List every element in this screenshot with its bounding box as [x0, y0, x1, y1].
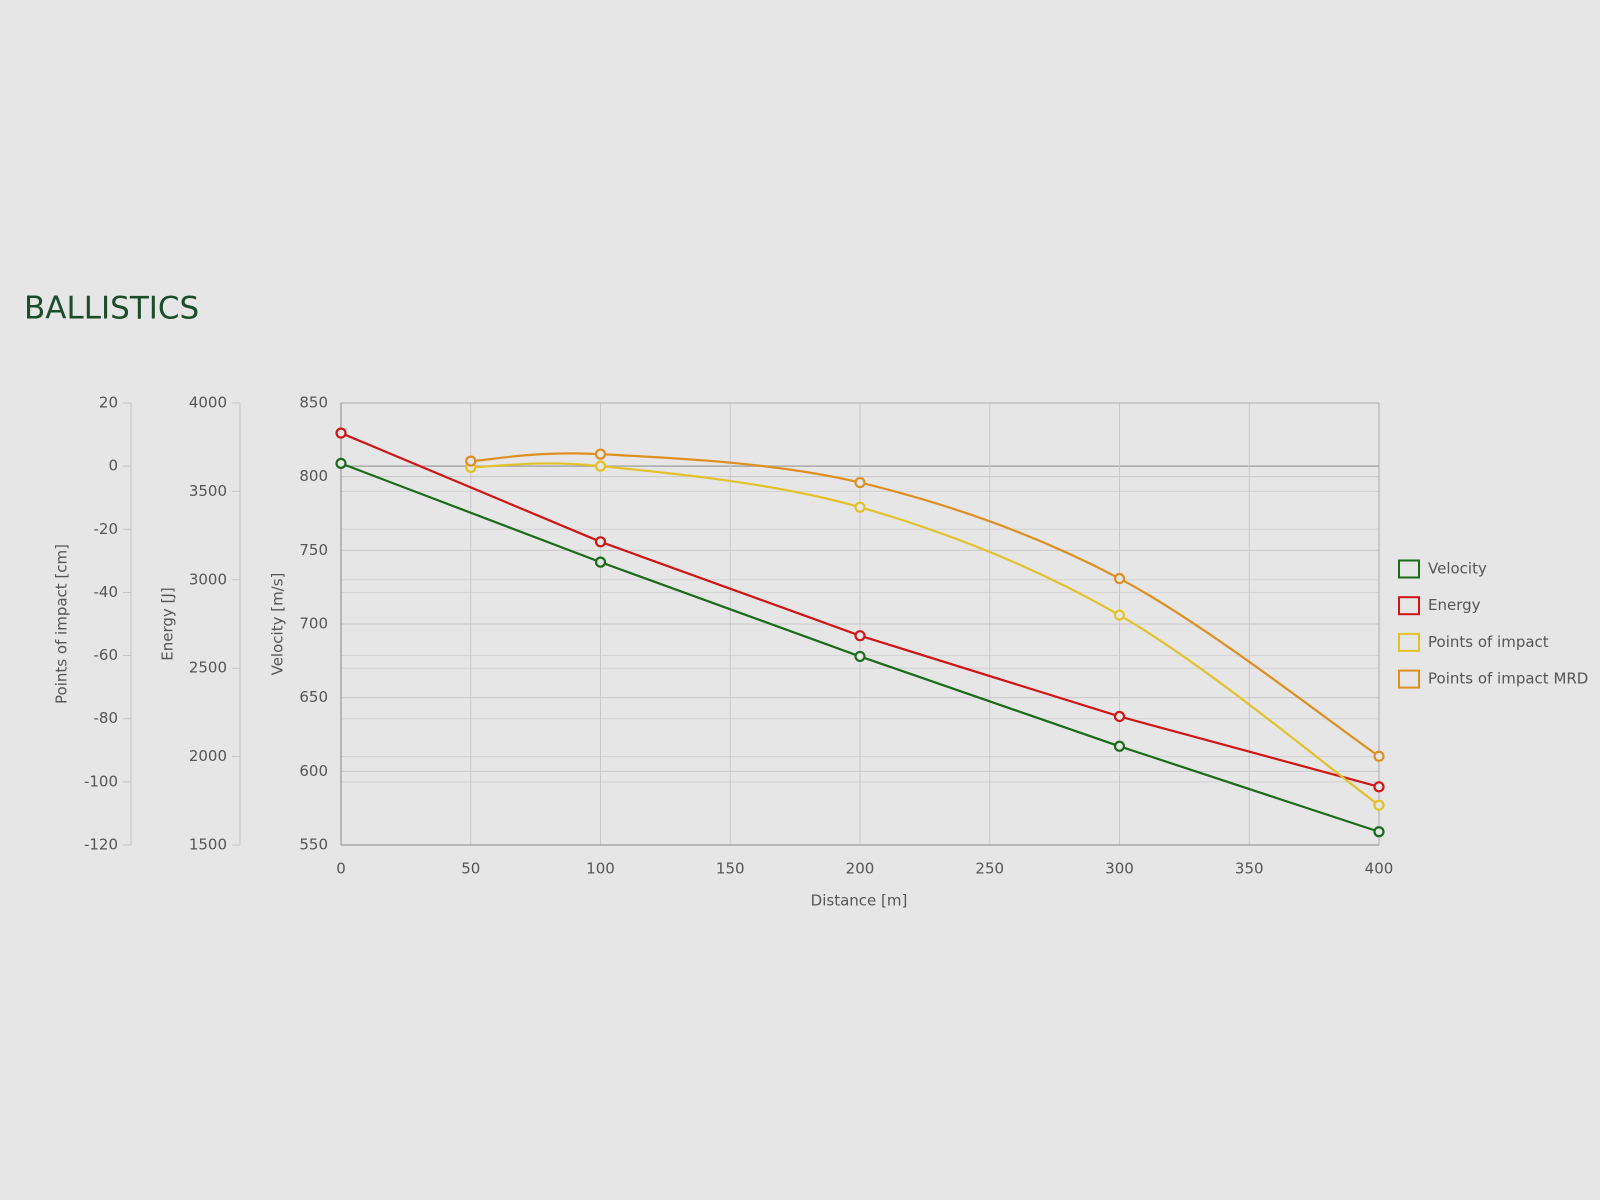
x-tick-label: 0	[336, 860, 346, 878]
data-point	[854, 476, 866, 489]
chart-title: BALLISTICS	[24, 291, 199, 327]
y-tick-label: 550	[299, 836, 328, 854]
y2-axis-title: Energy [J]	[159, 587, 177, 660]
y2-tick-label: 4000	[189, 394, 227, 412]
data-point	[335, 427, 347, 439]
data-point	[1373, 750, 1385, 762]
legend-label: Points of impact	[1428, 633, 1549, 651]
y2-tick-label: 3500	[189, 482, 227, 500]
y3-tick-label: 0	[108, 457, 118, 475]
x-tick-label: 350	[1235, 860, 1264, 878]
x-axis-title: Distance [m]	[811, 892, 908, 910]
data-point	[594, 448, 607, 460]
y3-tick-label: -40	[94, 583, 119, 601]
data-point	[594, 556, 607, 568]
y-tick-label: 700	[299, 615, 328, 633]
data-point	[1113, 710, 1126, 723]
legend-label: Energy	[1428, 596, 1481, 614]
legend-swatch	[1398, 559, 1420, 579]
x-tick-label: 150	[716, 860, 745, 878]
x-tick-label: 50	[461, 860, 480, 878]
legend-label: Velocity	[1428, 560, 1487, 578]
y-tick-label: 750	[299, 541, 328, 559]
y3-tick-label: -120	[84, 836, 118, 854]
x-tick-label: 250	[975, 860, 1004, 878]
data-point	[854, 650, 866, 663]
y2-tick-label: 2500	[189, 659, 227, 677]
data-point	[1113, 740, 1126, 752]
data-point	[854, 630, 866, 642]
data-point	[854, 501, 866, 513]
data-point	[335, 457, 347, 470]
y-axis-title: Velocity [m/s]	[269, 573, 287, 676]
data-point	[594, 536, 607, 548]
legend-swatch	[1398, 632, 1420, 652]
data-point	[1373, 799, 1385, 811]
data-point	[594, 460, 607, 472]
y-tick-label: 850	[299, 394, 328, 412]
x-tick-label: 300	[1105, 860, 1134, 878]
x-tick-label: 200	[846, 860, 875, 878]
y3-tick-label: 20	[99, 394, 118, 412]
y3-tick-label: -80	[94, 709, 119, 727]
data-point	[1113, 572, 1126, 585]
legend-label: Points of impact MRD	[1428, 670, 1588, 688]
series-line	[470, 462, 1380, 807]
series-line	[470, 452, 1380, 758]
legend-swatch	[1398, 669, 1420, 689]
legend-swatch	[1398, 596, 1420, 616]
x-tick-label: 100	[586, 860, 615, 878]
y-tick-label: 800	[299, 467, 328, 485]
x-tick-label: 400	[1365, 860, 1394, 878]
data-point	[1373, 826, 1385, 838]
y3-tick-label: -20	[94, 520, 119, 538]
data-point	[1113, 609, 1126, 621]
y2-tick-label: 3000	[189, 570, 227, 588]
y3-tick-label: -100	[84, 772, 118, 790]
data-point	[1373, 781, 1385, 793]
y2-tick-label: 1500	[189, 836, 227, 854]
data-point	[465, 455, 477, 467]
y-tick-label: 600	[299, 762, 328, 780]
y3-axis-title: Points of impact [cm]	[53, 544, 71, 704]
y2-tick-label: 2000	[189, 747, 227, 765]
y3-tick-label: -60	[94, 646, 119, 664]
y-tick-label: 650	[299, 688, 328, 706]
